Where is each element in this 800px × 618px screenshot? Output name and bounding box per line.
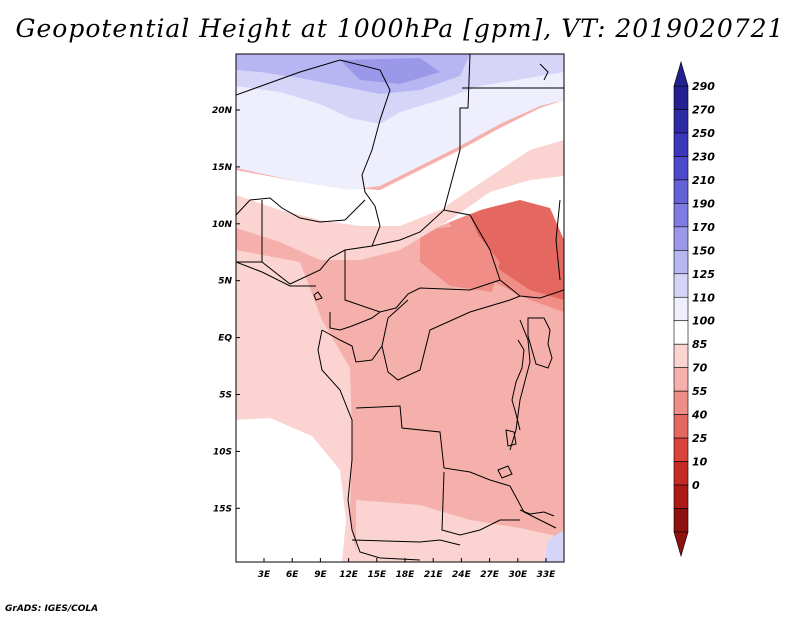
colorbar-swatch [673, 461, 689, 486]
lon-label: 3E [258, 570, 271, 580]
longitude-axis: 3E 6E 9E 12E 15E 18E 21E 24E 27E 30E 33E [258, 558, 556, 580]
lon-label: 33E [537, 570, 557, 580]
lat-label: 20N [212, 106, 233, 116]
colorbar-label: 170 [692, 221, 715, 234]
lon-label: 15E [367, 570, 387, 580]
field-blue-southeast [544, 530, 564, 562]
lat-label: 15S [213, 504, 232, 514]
colorbar-swatch [673, 484, 689, 509]
colorbar-bottom-arrow [673, 531, 689, 558]
map-frame [235, 53, 565, 563]
colorbar-label: 70 [692, 362, 708, 375]
latitude-axis: 20N 15N 10N 5N EQ 5S 10S 15S [212, 106, 240, 514]
colorbar-swatch [673, 343, 689, 368]
lon-label: 21E [424, 570, 444, 580]
lon-label: 27E [480, 570, 500, 580]
colorbar-swatch [673, 508, 689, 533]
lon-label: 24E [452, 570, 472, 580]
colorbar-label: 190 [692, 197, 715, 210]
field-white-band [236, 100, 564, 240]
field-pink-south [356, 500, 564, 562]
map-title: Geopotential Height at 1000hPa [gpm], VT… [15, 14, 785, 43]
colorbar-top-arrow [673, 60, 689, 87]
colorbar-label: 150 [692, 244, 715, 257]
colorbar-swatch [673, 273, 689, 298]
colorbar-label: 25 [692, 432, 708, 445]
colorbar-label: 110 [692, 291, 715, 304]
field-blue-patch [340, 58, 440, 84]
lat-label: 15N [212, 163, 233, 173]
colorbar-swatch [673, 85, 689, 110]
country-borders [236, 54, 564, 546]
colorbar-swatch [673, 203, 689, 228]
colorbar-swatch [673, 226, 689, 251]
lon-label: 30E [508, 570, 528, 580]
colorbar-label: 55 [692, 385, 708, 398]
lat-label: 10S [213, 447, 232, 457]
field-red-east [470, 190, 564, 300]
lon-label: 6E [286, 570, 299, 580]
field-darkpink-central [420, 225, 500, 292]
colorbar-swatch [673, 390, 689, 415]
lon-label: 12E [339, 570, 359, 580]
lat-label: 5N [218, 277, 232, 287]
colorbar-label: 230 [692, 150, 715, 163]
colorbar-label: 290 [692, 80, 715, 93]
colorbar: 2902702502302101901701501251101008570554… [673, 60, 715, 558]
lat-label: 10N [212, 220, 233, 230]
colorbar-swatch [673, 179, 689, 204]
colorbar-swatch [673, 367, 689, 392]
lon-label: 9E [314, 570, 327, 580]
colorbar-label: 210 [692, 174, 715, 187]
colorbar-swatch [673, 109, 689, 134]
colorbar-label: 125 [692, 268, 715, 281]
field-white-southwest [236, 418, 346, 562]
colorbar-swatch [673, 437, 689, 462]
colorbar-swatch [673, 320, 689, 345]
colorbar-swatch [673, 414, 689, 439]
lat-label: EQ [218, 334, 232, 344]
colorbar-swatch [673, 132, 689, 157]
colorbar-label: 85 [692, 338, 708, 351]
colorbar-swatch [673, 296, 689, 322]
shaded-field [236, 54, 564, 562]
grads-credit: GrADS: IGES/COLA [5, 604, 99, 614]
colorbar-label: 100 [692, 315, 715, 328]
field-pink-band [236, 140, 564, 260]
lat-label: 5S [219, 391, 232, 401]
colorbar-label: 250 [692, 127, 715, 140]
lon-label: 18E [396, 570, 416, 580]
colorbar-swatch [673, 156, 689, 181]
colorbar-label: 10 [692, 456, 708, 469]
colorbar-label: 40 [691, 409, 708, 422]
lakes-and-coastline [236, 63, 555, 561]
colorbar-label: 0 [692, 479, 700, 492]
colorbar-swatch [673, 250, 689, 275]
colorbar-label: 270 [692, 103, 715, 116]
